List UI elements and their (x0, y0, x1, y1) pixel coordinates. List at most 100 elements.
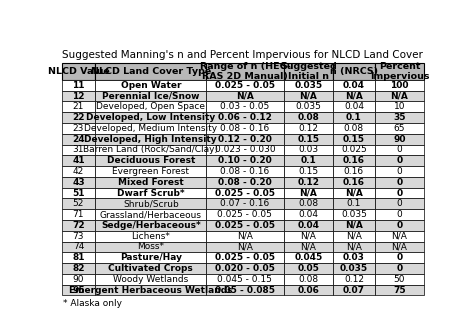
Bar (62, 80, 95, 91)
Text: 23: 23 (73, 124, 84, 133)
Text: 0.04: 0.04 (343, 81, 365, 90)
Text: 50: 50 (394, 275, 405, 284)
Bar (62, 231, 95, 242)
Text: 0: 0 (397, 210, 402, 219)
Bar (375, 155, 424, 166)
Bar (95, 252, 206, 263)
Text: 0: 0 (397, 167, 402, 176)
Bar (333, 123, 375, 134)
Text: N/A: N/A (237, 232, 253, 241)
Bar (375, 252, 424, 263)
Bar (283, 231, 333, 242)
Bar (333, 220, 375, 231)
Bar (62, 199, 95, 209)
Text: 0.035: 0.035 (295, 102, 321, 111)
Text: N/A: N/A (301, 242, 316, 251)
Text: 0.035: 0.035 (294, 81, 322, 90)
Bar (283, 123, 333, 134)
Text: 0.12: 0.12 (344, 275, 364, 284)
Bar (333, 209, 375, 220)
Bar (206, 144, 283, 155)
Bar (375, 242, 424, 252)
Text: 0.025 - 0.05: 0.025 - 0.05 (215, 253, 275, 262)
Text: N/A: N/A (392, 232, 408, 241)
Bar (375, 112, 424, 123)
Text: 35: 35 (393, 113, 406, 122)
Text: Sedge/Herbaceous*: Sedge/Herbaceous* (101, 221, 201, 230)
Bar (206, 231, 283, 242)
Text: Moss*: Moss* (137, 242, 164, 251)
Bar (333, 188, 375, 199)
Bar (95, 220, 206, 231)
Bar (206, 63, 283, 80)
Text: 0.023 - 0.030: 0.023 - 0.030 (215, 145, 275, 154)
Text: Lichens*: Lichens* (131, 232, 170, 241)
Bar (62, 177, 95, 188)
Text: N/A: N/A (236, 92, 254, 101)
Text: 81: 81 (72, 253, 85, 262)
Bar (95, 112, 206, 123)
Bar (206, 220, 283, 231)
Text: 0.04: 0.04 (297, 221, 319, 230)
Text: 0: 0 (396, 178, 402, 187)
Bar (95, 144, 206, 155)
Bar (62, 242, 95, 252)
Text: 12: 12 (72, 92, 85, 101)
Text: N/A: N/A (391, 92, 409, 101)
Bar (206, 155, 283, 166)
Bar (62, 123, 95, 134)
Bar (95, 134, 206, 144)
Text: 0.15: 0.15 (343, 135, 365, 144)
Text: 0.025 - 0.05: 0.025 - 0.05 (215, 221, 275, 230)
Text: N/A: N/A (345, 221, 363, 230)
Text: N/A: N/A (300, 92, 317, 101)
Text: N/A: N/A (300, 189, 317, 198)
Text: 0.08: 0.08 (298, 199, 319, 208)
Text: Emergent Herbaceous Wetlands: Emergent Herbaceous Wetlands (69, 286, 233, 294)
Bar (333, 134, 375, 144)
Bar (283, 63, 333, 80)
Text: 0: 0 (396, 264, 402, 273)
Text: 0.10 - 0.20: 0.10 - 0.20 (218, 156, 272, 165)
Text: 0.1: 0.1 (301, 156, 316, 165)
Bar (283, 112, 333, 123)
Bar (333, 112, 375, 123)
Text: 73: 73 (73, 232, 84, 241)
Text: N/A: N/A (345, 189, 363, 198)
Text: NLCD Land Cover Type: NLCD Land Cover Type (91, 67, 211, 76)
Text: 71: 71 (73, 210, 84, 219)
Text: Dwarf Scrub*: Dwarf Scrub* (117, 189, 184, 198)
Text: 51: 51 (72, 189, 85, 198)
Text: Suggested Manning's n and Percent Impervious for NLCD Land Cover: Suggested Manning's n and Percent Imperv… (63, 50, 423, 60)
Bar (283, 144, 333, 155)
Bar (283, 209, 333, 220)
Text: 0.04: 0.04 (298, 210, 319, 219)
Text: 0: 0 (396, 156, 402, 165)
Text: Suggested
Initial n: Suggested Initial n (280, 62, 337, 81)
Text: Deciduous Forest: Deciduous Forest (107, 156, 195, 165)
Bar (375, 220, 424, 231)
Bar (283, 134, 333, 144)
Text: 0.12: 0.12 (297, 178, 319, 187)
Bar (333, 242, 375, 252)
Bar (95, 199, 206, 209)
Text: 0.16: 0.16 (343, 178, 365, 187)
Bar (206, 188, 283, 199)
Bar (206, 285, 283, 295)
Text: 0.045: 0.045 (294, 253, 322, 262)
Bar (283, 199, 333, 209)
Text: 75: 75 (393, 286, 406, 294)
Bar (95, 209, 206, 220)
Text: 65: 65 (394, 124, 405, 133)
Bar (333, 63, 375, 80)
Text: 0.12 - 0.20: 0.12 - 0.20 (218, 135, 272, 144)
Bar (375, 199, 424, 209)
Bar (62, 102, 95, 112)
Bar (206, 166, 283, 177)
Bar (375, 134, 424, 144)
Bar (283, 263, 333, 274)
Text: Developed, High Intensity: Developed, High Intensity (84, 135, 217, 144)
Bar (62, 188, 95, 199)
Text: 43: 43 (72, 178, 85, 187)
Bar (333, 231, 375, 242)
